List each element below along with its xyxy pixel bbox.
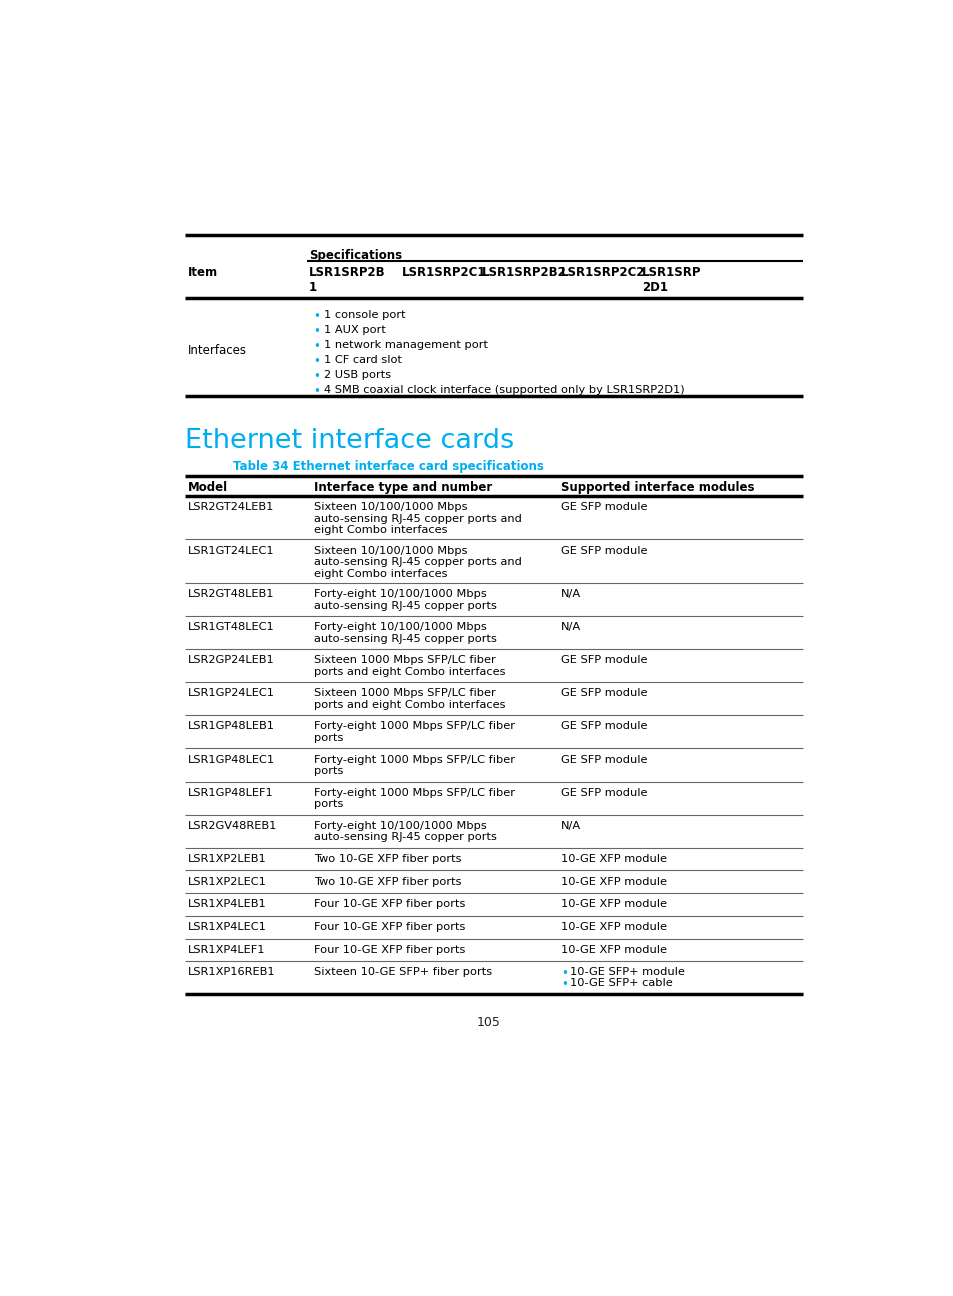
Text: LSR2GP24LEB1: LSR2GP24LEB1 <box>187 656 274 665</box>
Text: GE SFP module: GE SFP module <box>560 722 647 731</box>
Text: 1 network management port: 1 network management port <box>323 340 487 350</box>
Text: Forty-eight 1000 Mbps SFP/LC fiber
ports: Forty-eight 1000 Mbps SFP/LC fiber ports <box>314 722 515 743</box>
Text: Sixteen 1000 Mbps SFP/LC fiber
ports and eight Combo interfaces: Sixteen 1000 Mbps SFP/LC fiber ports and… <box>314 688 505 710</box>
Text: Two 10-GE XFP fiber ports: Two 10-GE XFP fiber ports <box>314 876 461 886</box>
Text: GE SFP module: GE SFP module <box>560 688 647 699</box>
Text: 2 USB ports: 2 USB ports <box>323 369 391 380</box>
Text: N/A: N/A <box>560 622 580 632</box>
Text: LSR1GP48LEB1: LSR1GP48LEB1 <box>187 722 274 731</box>
Text: LSR2GT24LEB1: LSR2GT24LEB1 <box>187 502 274 512</box>
Text: GE SFP module: GE SFP module <box>560 502 647 512</box>
Text: LSR1XP4LEB1: LSR1XP4LEB1 <box>187 899 266 910</box>
Text: Sixteen 10-GE SFP+ fiber ports: Sixteen 10-GE SFP+ fiber ports <box>314 968 492 977</box>
Text: LSR1SRP2C2: LSR1SRP2C2 <box>560 266 645 279</box>
Text: Table 34 Ethernet interface card specifications: Table 34 Ethernet interface card specifi… <box>233 460 543 473</box>
Text: •: • <box>313 340 319 353</box>
Text: 10-GE SFP+ cable: 10-GE SFP+ cable <box>570 978 673 988</box>
Text: LSR1GP48LEF1: LSR1GP48LEF1 <box>187 788 273 798</box>
Text: 10-GE XFP module: 10-GE XFP module <box>560 876 666 886</box>
Text: 1 console port: 1 console port <box>323 310 405 320</box>
Text: Sixteen 1000 Mbps SFP/LC fiber
ports and eight Combo interfaces: Sixteen 1000 Mbps SFP/LC fiber ports and… <box>314 656 505 677</box>
Text: LSR1SRP2B2: LSR1SRP2B2 <box>481 266 566 279</box>
Text: Forty-eight 1000 Mbps SFP/LC fiber
ports: Forty-eight 1000 Mbps SFP/LC fiber ports <box>314 754 515 776</box>
Text: 10-GE XFP module: 10-GE XFP module <box>560 854 666 864</box>
Text: Four 10-GE XFP fiber ports: Four 10-GE XFP fiber ports <box>314 921 465 932</box>
Text: Ethernet interface cards: Ethernet interface cards <box>185 428 514 454</box>
Text: LSR1XP4LEF1: LSR1XP4LEF1 <box>187 945 265 955</box>
Text: •: • <box>313 369 319 382</box>
Text: LSR2GV48REB1: LSR2GV48REB1 <box>187 820 276 831</box>
Text: LSR1GP24LEC1: LSR1GP24LEC1 <box>187 688 274 699</box>
Text: •: • <box>560 978 567 991</box>
Text: Two 10-GE XFP fiber ports: Two 10-GE XFP fiber ports <box>314 854 461 864</box>
Text: LSR1SRP2C1: LSR1SRP2C1 <box>402 266 486 279</box>
Text: Interfaces: Interfaces <box>187 343 246 356</box>
Text: N/A: N/A <box>560 820 580 831</box>
Text: 10-GE XFP module: 10-GE XFP module <box>560 899 666 910</box>
Text: 1 CF card slot: 1 CF card slot <box>323 355 401 364</box>
Text: GE SFP module: GE SFP module <box>560 546 647 556</box>
Text: 10-GE XFP module: 10-GE XFP module <box>560 945 666 955</box>
Text: LSR1XP16REB1: LSR1XP16REB1 <box>187 968 274 977</box>
Text: •: • <box>313 310 319 323</box>
Text: Four 10-GE XFP fiber ports: Four 10-GE XFP fiber ports <box>314 899 465 910</box>
Text: •: • <box>313 385 319 398</box>
Text: 4 SMB coaxial clock interface (supported only by LSR1SRP2D1): 4 SMB coaxial clock interface (supported… <box>323 385 683 394</box>
Text: Forty-eight 10/100/1000 Mbps
auto-sensing RJ-45 copper ports: Forty-eight 10/100/1000 Mbps auto-sensin… <box>314 622 497 644</box>
Text: LSR1SRP2B
1: LSR1SRP2B 1 <box>309 266 385 294</box>
Text: LSR1GT24LEC1: LSR1GT24LEC1 <box>187 546 274 556</box>
Text: 10-GE SFP+ module: 10-GE SFP+ module <box>570 968 684 977</box>
Text: Sixteen 10/100/1000 Mbps
auto-sensing RJ-45 copper ports and
eight Combo interfa: Sixteen 10/100/1000 Mbps auto-sensing RJ… <box>314 546 521 579</box>
Text: LSR1XP4LEC1: LSR1XP4LEC1 <box>187 921 266 932</box>
Text: LSR2GT48LEB1: LSR2GT48LEB1 <box>187 588 274 599</box>
Text: 105: 105 <box>476 1016 500 1029</box>
Text: •: • <box>560 968 567 981</box>
Text: Forty-eight 10/100/1000 Mbps
auto-sensing RJ-45 copper ports: Forty-eight 10/100/1000 Mbps auto-sensin… <box>314 820 497 842</box>
Text: 1 AUX port: 1 AUX port <box>323 324 385 334</box>
Text: LSR1GT48LEC1: LSR1GT48LEC1 <box>187 622 274 632</box>
Text: N/A: N/A <box>560 588 580 599</box>
Text: Supported interface modules: Supported interface modules <box>560 481 754 494</box>
Text: GE SFP module: GE SFP module <box>560 788 647 798</box>
Text: •: • <box>313 355 319 368</box>
Text: LSR1XP2LEC1: LSR1XP2LEC1 <box>187 876 266 886</box>
Text: Forty-eight 1000 Mbps SFP/LC fiber
ports: Forty-eight 1000 Mbps SFP/LC fiber ports <box>314 788 515 809</box>
Text: Specifications: Specifications <box>309 249 402 262</box>
Text: Interface type and number: Interface type and number <box>314 481 492 494</box>
Text: LSR1XP2LEB1: LSR1XP2LEB1 <box>187 854 266 864</box>
Text: 10-GE XFP module: 10-GE XFP module <box>560 921 666 932</box>
Text: GE SFP module: GE SFP module <box>560 754 647 765</box>
Text: •: • <box>313 324 319 337</box>
Text: LSR1SRP
2D1: LSR1SRP 2D1 <box>641 266 701 294</box>
Text: GE SFP module: GE SFP module <box>560 656 647 665</box>
Text: Sixteen 10/100/1000 Mbps
auto-sensing RJ-45 copper ports and
eight Combo interfa: Sixteen 10/100/1000 Mbps auto-sensing RJ… <box>314 502 521 535</box>
Text: Four 10-GE XFP fiber ports: Four 10-GE XFP fiber ports <box>314 945 465 955</box>
Text: Forty-eight 10/100/1000 Mbps
auto-sensing RJ-45 copper ports: Forty-eight 10/100/1000 Mbps auto-sensin… <box>314 588 497 610</box>
Text: Model: Model <box>187 481 228 494</box>
Text: Item: Item <box>187 266 217 279</box>
Text: LSR1GP48LEC1: LSR1GP48LEC1 <box>187 754 274 765</box>
